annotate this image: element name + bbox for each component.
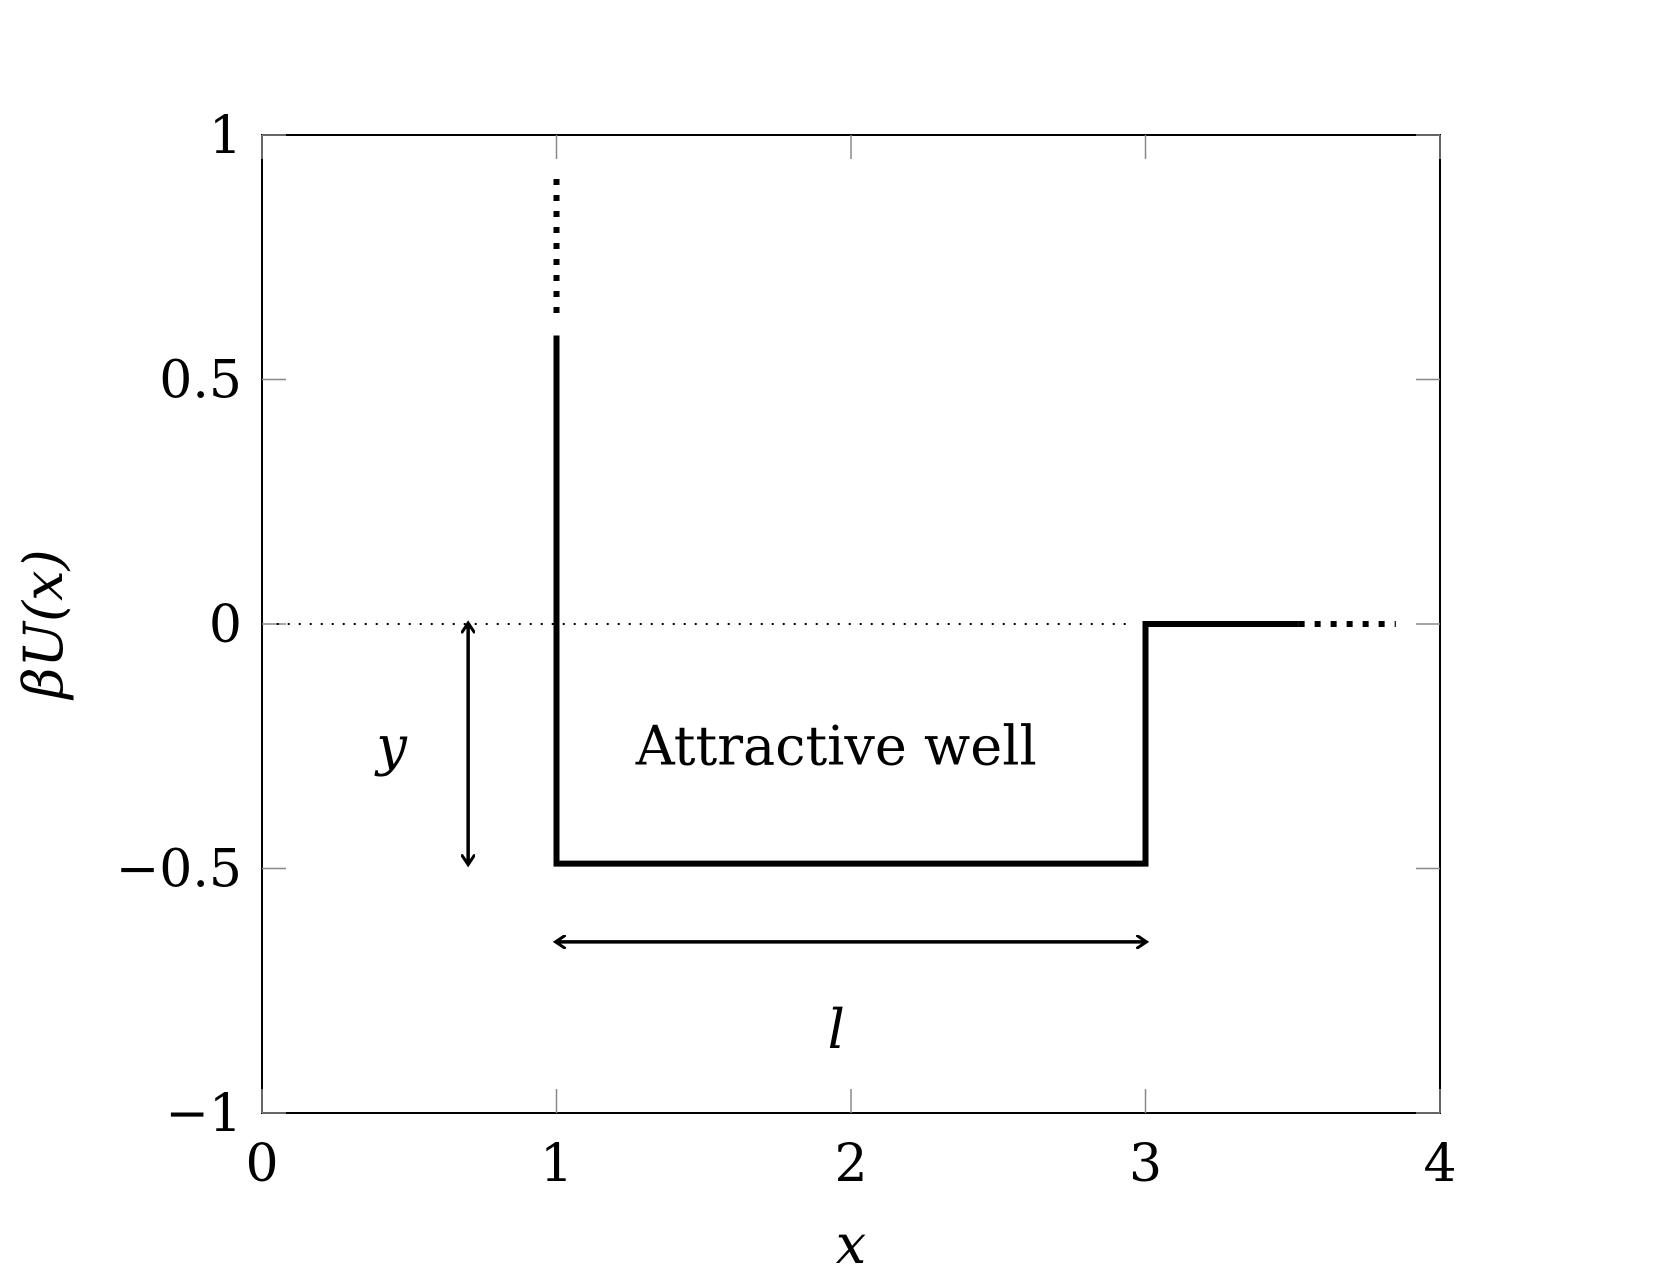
tick-marks — [261, 134, 1441, 1114]
x-tick-label: 1 — [540, 1134, 573, 1194]
annotation-label: l — [828, 998, 845, 1061]
annotation-label: y — [374, 714, 408, 777]
y-tick-label: 0 — [209, 595, 242, 655]
x-tick-label: 4 — [1423, 1134, 1456, 1194]
y-tick-label: 1 — [209, 106, 242, 166]
y-tick-label: −1 — [165, 1084, 242, 1144]
y-axis-label: βU(x) — [12, 549, 75, 700]
y-tick-label: −0.5 — [116, 840, 242, 900]
x-tick-label: 0 — [245, 1134, 278, 1194]
x-tick-label: 2 — [834, 1134, 867, 1194]
tick-labels: 0 1 2 3 4 −1 −0.5 0 0.5 1 — [116, 106, 1457, 1194]
annotation-label: Attractive well — [635, 714, 1037, 777]
x-tick-label: 3 — [1129, 1134, 1162, 1194]
series-lines — [276, 179, 1396, 867]
x-axis-label: x — [836, 1213, 866, 1276]
y-tick-label: 0.5 — [159, 351, 242, 411]
series-line-solid — [553, 335, 1299, 867]
annotations: Attractive well y l — [374, 624, 1145, 1061]
